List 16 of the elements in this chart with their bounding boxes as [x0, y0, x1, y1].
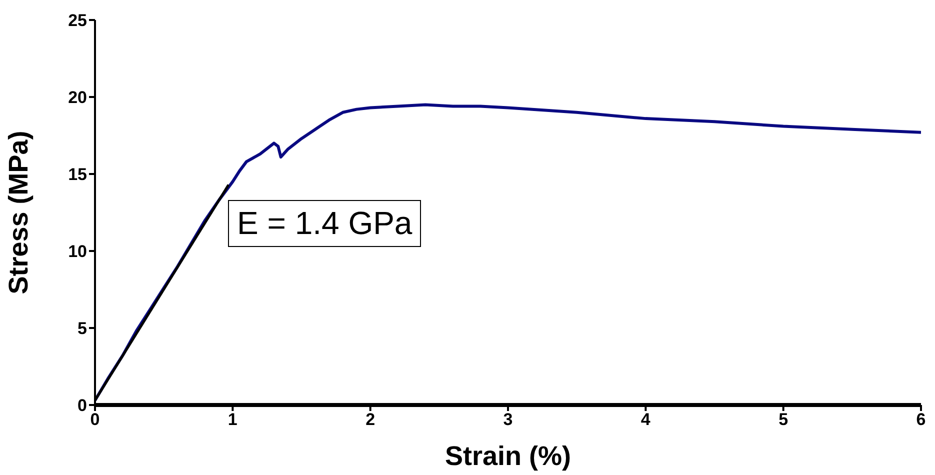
x-tick-label: 4 [640, 410, 651, 430]
x-tick-label: 1 [228, 410, 238, 430]
y-tick-label: 25 [68, 11, 87, 30]
y-tick-label: 0 [78, 396, 87, 416]
y-tick-label: 15 [68, 165, 87, 184]
annotation: E = 1.4 GPa [228, 200, 422, 247]
x-tick-label: 5 [778, 410, 788, 430]
y-tick-label: 20 [68, 88, 87, 108]
y-tick-label: 5 [78, 319, 87, 338]
x-tick-label: 0 [90, 410, 100, 430]
x-tick-label: 6 [916, 410, 926, 430]
x-tick-label: 2 [366, 410, 376, 430]
y-tick-label: 10 [68, 242, 87, 262]
x-axis-title: Strain (%) [444, 441, 572, 471]
x-tick-label: 3 [503, 410, 513, 430]
y-axis-title: Stress (MPa) [4, 130, 34, 294]
